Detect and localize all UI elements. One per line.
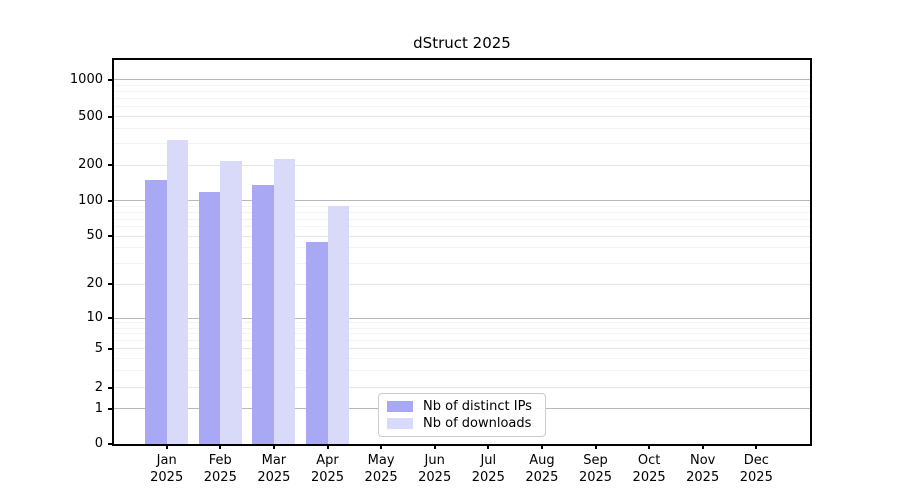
x-tick-label-jun: Jun 2025 [418, 453, 452, 485]
gridline-800 [114, 91, 810, 92]
x-tick-mark-aug [540, 444, 543, 449]
y-tick-mark-5 [108, 347, 114, 350]
gridline-200 [114, 164, 810, 166]
plot-area: Nb of distinct IPs Nb of downloads 0 1 2 5 1… [70, 58, 812, 485]
y-tick-label-5: 5 [94, 340, 103, 356]
x-tick-mark-jan [165, 444, 168, 449]
y-tick-label-200: 200 [78, 157, 103, 173]
gridline-6 [114, 340, 810, 342]
y-tick-mark-100 [108, 199, 114, 202]
legend-label-distinct-ips: Nb of distinct IPs [423, 399, 532, 414]
bar-downloads-feb [220, 161, 242, 444]
legend-swatch-distinct-ips-icon [387, 401, 413, 412]
gridline-5 [114, 348, 810, 350]
gridline-900 [114, 84, 810, 86]
y-tick-label-1000: 1000 [69, 71, 103, 87]
x-tick-label-apr: Apr 2025 [310, 453, 345, 485]
y-tick-label-2: 2 [94, 379, 103, 395]
y-tick-mark-200 [108, 164, 114, 167]
x-tick-mark-jul [487, 444, 490, 449]
y-tick-mark-1000 [108, 78, 114, 81]
x-tick-mark-nov [701, 444, 704, 449]
bar-distinct-ips-feb [198, 191, 221, 444]
y-tick-label-0: 0 [94, 436, 103, 451]
x-tick-mark-apr [326, 444, 329, 449]
x-tick-mark-may [380, 444, 383, 449]
bar-downloads-apr [327, 206, 349, 444]
y-tick-label-10: 10 [86, 310, 103, 326]
y-tick-mark-2 [108, 386, 114, 389]
bar-distinct-ips-mar [252, 185, 274, 444]
gridline-500 [114, 116, 810, 118]
y-tick-mark-0 [108, 443, 114, 445]
gridline-10 [114, 317, 810, 319]
bar-distinct-ips-jan [145, 179, 167, 444]
x-tick-label-jul: Jul 2025 [471, 453, 505, 485]
gridline-2 [114, 387, 810, 389]
x-tick-mark-dec [755, 444, 758, 449]
y-tick-mark-10 [108, 317, 114, 320]
gridline-30 [114, 262, 810, 264]
y-tick-mark-20 [108, 283, 114, 286]
x-tick-mark-oct [648, 444, 651, 449]
bar-downloads-jan [166, 140, 189, 444]
gridline-4 [114, 357, 810, 359]
x-tick-label-dec: Dec 2025 [739, 453, 773, 485]
gridline-50 [114, 235, 810, 237]
y-tick-mark-50 [108, 235, 114, 238]
gridline-20 [114, 283, 810, 285]
legend: Nb of distinct IPs Nb of downloads [378, 393, 546, 437]
gridline-80 [114, 211, 810, 213]
gridline-70 [114, 218, 810, 220]
gridline-700 [114, 98, 810, 100]
gridline-7 [114, 333, 810, 335]
gridline-3 [114, 369, 810, 371]
gridline-400 [114, 128, 810, 130]
x-tick-label-jan: Jan 2025 [150, 453, 184, 485]
gridline-600 [114, 106, 810, 108]
gridline-40 [114, 247, 810, 249]
x-tick-mark-mar [272, 444, 275, 449]
y-tick-label-50: 50 [86, 228, 103, 244]
gridline-9 [114, 322, 810, 324]
y-tick-mark-1 [108, 407, 114, 410]
x-tick-mark-feb [219, 444, 222, 449]
x-tick-label-mar: Mar 2025 [257, 453, 291, 485]
x-tick-label-feb: Feb 2025 [203, 453, 237, 485]
x-tick-label-aug: Aug 2025 [525, 453, 559, 485]
x-tick-label-sep: Sep 2025 [578, 453, 613, 485]
legend-item-distinct-ips: Nb of distinct IPs [387, 398, 537, 415]
y-tick-label-500: 500 [78, 108, 103, 124]
x-tick-label-nov: Nov 2025 [686, 453, 720, 485]
gridline-1000 [114, 79, 810, 81]
x-tick-label-may: May 2025 [364, 453, 398, 485]
gridline-100 [114, 200, 810, 202]
gridline-8 [114, 327, 810, 329]
x-tick-label-oct: Oct 2025 [632, 453, 666, 485]
y-tick-label-20: 20 [86, 276, 103, 292]
legend-label-downloads: Nb of downloads [423, 416, 532, 431]
x-tick-mark-sep [594, 444, 597, 449]
bar-downloads-mar [273, 158, 296, 444]
y-tick-label-1: 1 [94, 400, 103, 416]
x-tick-mark-jun [433, 444, 436, 449]
y-tick-label-100: 100 [78, 192, 103, 208]
gridline-90 [114, 205, 810, 207]
chart-title: dStruct 2025 [413, 34, 511, 52]
gridline-300 [114, 143, 810, 145]
y-tick-mark-500 [108, 115, 114, 118]
legend-item-downloads: Nb of downloads [387, 415, 537, 432]
bar-distinct-ips-apr [306, 241, 328, 444]
gridline-60 [114, 226, 810, 228]
legend-swatch-downloads-icon [387, 418, 413, 429]
